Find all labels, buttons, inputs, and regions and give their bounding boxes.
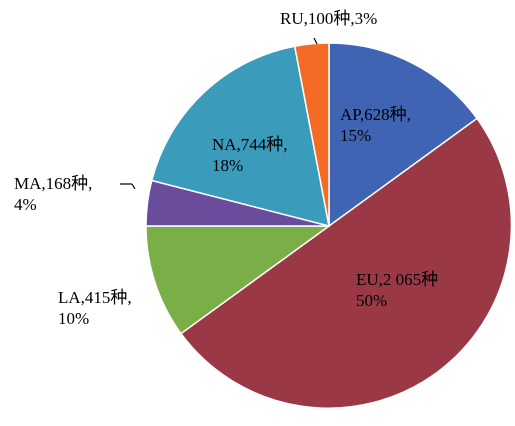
pie-slice-ru	[293, 42, 330, 227]
slice-label-ma: MA,168种, 4%	[14, 174, 97, 214]
pie-slice-la	[145, 225, 332, 335]
pie-slice-eu	[179, 117, 513, 409]
slice-label-ru: RU,100种,3%	[280, 9, 377, 28]
slice-label-na: NA,744种, 18%	[212, 135, 292, 175]
slice-label-ap: AP,628种, 15%	[340, 105, 415, 145]
pie-slice-ap	[328, 42, 479, 228]
leader-line-ma-tick	[131, 183, 136, 190]
slice-label-eu: EU,2 065种 50%	[356, 270, 442, 310]
pie-slices	[145, 42, 513, 409]
leader-line-ru	[313, 37, 318, 45]
slice-label-la: LA,415种, 10%	[58, 288, 136, 328]
pie-slice-na	[150, 45, 330, 228]
leader-lines	[120, 37, 318, 190]
slice-labels: AP,628种, 15% EU,2 065种 50% LA,415种, 10% …	[14, 9, 442, 328]
